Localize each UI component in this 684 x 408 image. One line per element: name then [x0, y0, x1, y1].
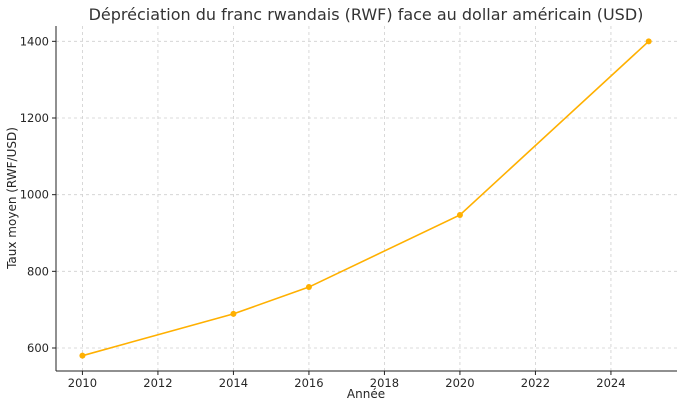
data-point-2014: [230, 310, 237, 317]
data-point-2025: [645, 38, 652, 45]
y-tick-label-3: 1200: [20, 111, 49, 125]
y-axis-label: Taux moyen (RWF/USD): [5, 127, 19, 270]
x-tick-label-2: 2014: [219, 376, 248, 390]
x-tick-label-0: 2010: [68, 376, 97, 390]
x-tick-label-7: 2024: [596, 376, 625, 390]
x-tick-label-1: 2012: [143, 376, 172, 390]
x-axis-label: Année: [347, 387, 385, 401]
grid-layer: [56, 26, 677, 371]
x-tick-label-6: 2022: [521, 376, 550, 390]
y-tick-label-2: 1000: [20, 188, 49, 202]
x-tick-label-4: 2018: [370, 376, 399, 390]
x-tick-label-3: 2016: [294, 376, 323, 390]
y-tick-label-0: 600: [27, 341, 49, 355]
y-tick-label-1: 800: [27, 264, 49, 278]
data-point-2016: [305, 284, 312, 291]
x-tick-label-5: 2020: [445, 376, 474, 390]
y-tick-label-4: 1400: [20, 34, 49, 48]
data-point-2010: [79, 352, 86, 359]
axes-layer: 2010 2012 2014 2016 2018 2020 2022 2024 600 800 10…: [20, 26, 677, 390]
data-point-2020: [456, 211, 463, 218]
series-layer: [79, 38, 652, 359]
chart-title: Dépréciation du franc rwandais (RWF) fac…: [89, 5, 644, 24]
series-line-0: [82, 40, 650, 357]
